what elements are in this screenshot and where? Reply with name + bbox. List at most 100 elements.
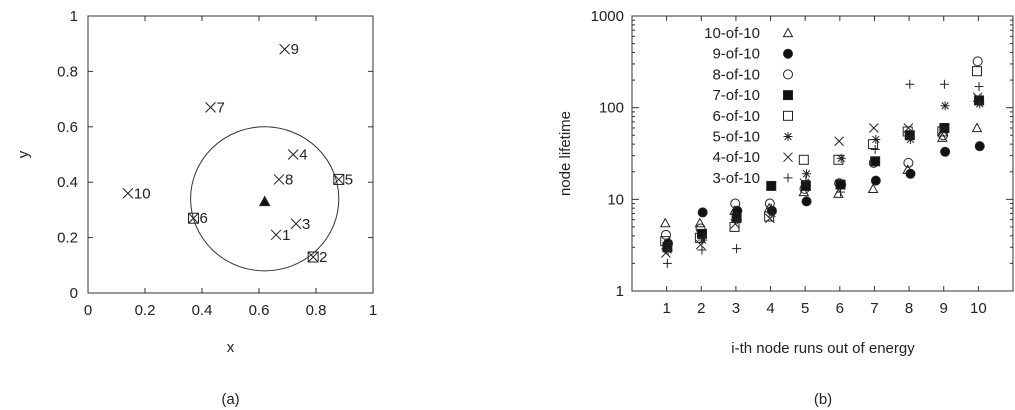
panel-a-y-axis-label: y <box>15 150 32 158</box>
point-3-of-10 <box>974 82 984 92</box>
point-7-of-10 <box>870 156 881 167</box>
coverage-circle <box>190 126 340 272</box>
node-label-5: 5 <box>345 171 353 188</box>
node-label-1: 1 <box>282 227 290 244</box>
point-3-of-10 <box>697 245 707 255</box>
point-8-of-10 <box>903 157 914 168</box>
legend-label-7-of-10: 7-of-10 <box>712 87 760 104</box>
node-label-3: 3 <box>302 216 310 233</box>
point-10-of-10 <box>936 132 948 142</box>
node-marker-4 <box>287 149 299 160</box>
point-5-of-10 <box>871 134 881 144</box>
y-tick-label: 0.4 <box>57 174 78 191</box>
y-tick-label: 100 <box>599 100 624 117</box>
node-marker-3 <box>290 218 302 230</box>
node-marker-1 <box>270 229 282 241</box>
node-marker-10 <box>122 187 134 199</box>
point-9-of-10 <box>974 141 985 152</box>
point-10-of-10 <box>694 217 706 228</box>
x-tick-label: 0.2 <box>135 302 156 319</box>
panel-a-scatter: 0 0.2 0.4 0.6 0.8 100.20.40.60.81 12345678910… <box>15 8 377 408</box>
point-10-of-10 <box>798 186 810 197</box>
node-label-10: 10 <box>134 185 151 202</box>
y-tick-label: 1 <box>616 283 624 300</box>
point-3-of-10 <box>662 258 672 268</box>
node-marker-8 <box>273 174 285 185</box>
point-3-of-10 <box>939 79 949 89</box>
point-5-of-10 <box>663 245 673 255</box>
legend-label-6-of-10: 6-of-10 <box>712 108 760 125</box>
point-3-of-10 <box>732 244 742 254</box>
legend-marker-7-of-10 <box>783 90 793 101</box>
legend-marker-8-of-10 <box>783 69 793 80</box>
point-7-of-10 <box>766 180 777 191</box>
y-tick-label: 0.6 <box>57 119 78 136</box>
point-6-of-10 <box>971 66 982 77</box>
panel-b-plot-frame <box>631 15 1014 292</box>
point-8-of-10 <box>972 56 983 67</box>
point-5-of-10 <box>940 101 950 111</box>
node-label-2: 2 <box>319 249 327 266</box>
point-4-of-10 <box>834 136 844 147</box>
panel-b-scatter: 1 2 3 4 5 6 7 8 9 10 1 10 100 1000 10-of-10 9-of-10 8-o… <box>557 8 1014 408</box>
x-tick-label: 8 <box>905 300 913 317</box>
legend-marker-10-of-10 <box>782 27 794 38</box>
x-tick-label: 0.6 <box>249 302 270 319</box>
node-marker-6 <box>187 212 199 224</box>
legend-marker-4-of-10 <box>783 152 793 163</box>
point-9-of-10 <box>905 168 916 179</box>
y-tick-label: 0.8 <box>57 63 78 80</box>
node-marker-2 <box>307 251 319 263</box>
x-tick-label: 9 <box>940 300 948 317</box>
panel-b-legend: 10-of-10 9-of-10 8-of-10 7-of-10 6-of-10 5-of… <box>704 25 794 187</box>
point-5-of-10 <box>975 99 985 109</box>
center-marker <box>258 195 271 207</box>
point-5-of-10 <box>732 215 742 225</box>
point-3-of-10 <box>905 79 915 89</box>
point-9-of-10 <box>801 196 812 207</box>
y-tick-label: 1 <box>70 8 78 25</box>
point-5-of-10 <box>836 153 846 163</box>
legend-marker-6-of-10 <box>783 110 793 121</box>
point-5-of-10 <box>802 169 812 179</box>
point-10-of-10 <box>867 183 879 193</box>
point-5-of-10 <box>698 235 708 245</box>
legend-marker-9-of-10 <box>783 48 793 59</box>
point-8-of-10 <box>660 229 671 240</box>
point-3-of-10 <box>836 187 846 197</box>
point-9-of-10 <box>697 207 708 218</box>
point-10-of-10 <box>659 217 671 228</box>
x-tick-label: 0.4 <box>192 302 213 319</box>
point-7-of-10 <box>696 228 707 239</box>
point-4-of-10 <box>695 239 706 250</box>
node-label-6: 6 <box>199 210 207 227</box>
legend-label-9-of-10: 9-of-10 <box>712 46 760 63</box>
x-tick-label: 1 <box>369 302 377 319</box>
node-marker-9 <box>279 43 291 55</box>
node-label-8: 8 <box>285 171 293 188</box>
x-tick-label: 4 <box>766 300 774 317</box>
x-tick-label: 1 <box>662 300 670 317</box>
panel-b-x-axis-label: i-th node runs out of energy <box>731 340 915 357</box>
panel-b-caption: (b) <box>814 391 832 408</box>
point-8-of-10 <box>730 198 741 209</box>
point-10-of-10 <box>833 188 844 198</box>
point-4-of-10 <box>661 248 671 258</box>
point-5-of-10 <box>905 134 915 144</box>
panel-a-caption: (a) <box>221 391 239 408</box>
y-tick-label: 0.2 <box>57 230 78 247</box>
x-tick-label: 10 <box>970 300 987 317</box>
point-9-of-10 <box>870 175 881 186</box>
point-6-of-10 <box>764 211 775 222</box>
y-tick-label: 0 <box>70 285 78 302</box>
y-tick-label: 10 <box>607 191 624 208</box>
x-tick-label: 7 <box>870 300 878 317</box>
node-label-7: 7 <box>217 99 225 116</box>
point-9-of-10 <box>940 146 951 157</box>
x-tick-label: 3 <box>732 300 740 317</box>
panel-b-y-axis-label: node lifetime <box>557 111 574 196</box>
legend-label-4-of-10: 4-of-10 <box>712 149 760 166</box>
panel-a-plot-frame <box>87 15 374 294</box>
point-6-of-10 <box>937 126 948 137</box>
